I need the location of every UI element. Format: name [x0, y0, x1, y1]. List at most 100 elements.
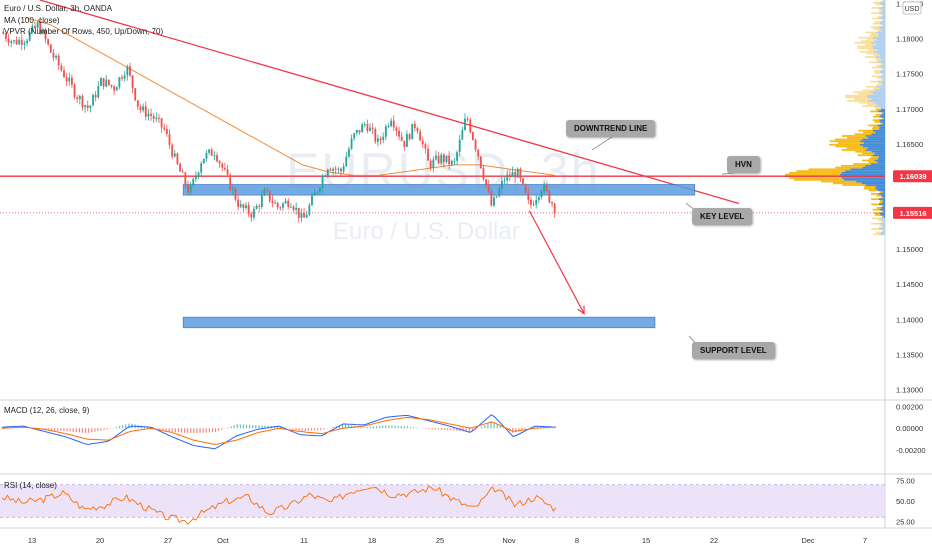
candle-body [374, 129, 377, 142]
candle-body [76, 97, 79, 100]
candle-body [519, 168, 522, 179]
vpvr-down-bar [879, 1, 885, 4]
candle-body [97, 85, 100, 98]
candle-body [181, 171, 184, 173]
vpvr-up-bar [877, 29, 882, 32]
vpvr-up-bar [837, 142, 864, 144]
candle-body [347, 148, 350, 157]
candle-body [345, 156, 348, 167]
candle-body [429, 160, 432, 168]
candle-body [57, 55, 60, 66]
candle-body [163, 127, 166, 130]
candle-body [260, 195, 263, 207]
time-axis-label: Oct [217, 536, 230, 545]
vpvr-down-bar [860, 140, 885, 143]
macd-tick-label: 0.00000 [896, 424, 923, 433]
vpvr-up-bar [873, 87, 880, 90]
candle-body [440, 154, 443, 164]
candle-body [332, 168, 335, 171]
vpvr-up-bar [877, 77, 882, 79]
vpvr-down-bar [877, 189, 885, 192]
vpvr-down-bar [879, 66, 885, 69]
vpvr-down-bar [881, 219, 885, 222]
vpvr-down-bar [840, 173, 885, 176]
vpvr-down-bar [879, 87, 885, 90]
candle-body [508, 174, 511, 178]
vpvr-down-bar [874, 89, 885, 92]
macd-signal-line [1, 416, 557, 445]
candle-body [20, 39, 23, 45]
candle-body [432, 159, 435, 168]
vpvr-down-bar [865, 135, 885, 137]
candle-body [527, 192, 530, 200]
macd-label[interactable]: MACD (12, 26, close, 9) [4, 406, 90, 415]
indicator-ma-label[interactable]: MA (100, close) [4, 16, 60, 25]
candle-body [41, 30, 44, 34]
vpvr-up-bar [864, 185, 876, 188]
symbol-header[interactable]: Euro / U.S. Dollar, 3h, OANDA [4, 4, 113, 13]
vpvr-up-bar [869, 35, 879, 37]
candle-body [387, 125, 390, 127]
vpvr-down-bar [845, 170, 885, 172]
vpvr-down-bar [865, 164, 885, 167]
vpvr-up-bar [859, 50, 874, 53]
vpvr-down-bar [871, 98, 885, 100]
time-axis-label: 11 [300, 536, 308, 545]
candle-body [366, 124, 369, 131]
candle-body [295, 207, 298, 211]
candle-body [474, 139, 477, 150]
vpvr-up-bar [872, 75, 880, 78]
vpvr-up-bar [847, 100, 868, 102]
vpvr-up-bar [858, 129, 873, 132]
candle-body [253, 208, 255, 218]
vpvr-up-bar [879, 201, 883, 204]
candle-body [123, 75, 126, 79]
candle-body [68, 77, 71, 82]
indicator-vpvr-label[interactable]: VPVR (Number Of Rows, 450, Up/Down, 70) [4, 27, 164, 36]
rsi-label[interactable]: RSI (14, close) [4, 481, 57, 490]
candle-body [400, 136, 403, 141]
vpvr-up-bar [857, 45, 873, 48]
vpvr-down-bar [878, 110, 885, 113]
candle-body [250, 213, 253, 218]
vpvr-up-bar [877, 219, 882, 222]
vpvr-up-bar [870, 33, 879, 36]
vpvr-up-bar [876, 207, 882, 209]
vpvr-down-bar [881, 194, 885, 197]
candle-body [284, 200, 287, 204]
time-axis-label: 27 [164, 536, 172, 545]
candle-body [102, 78, 105, 87]
vpvr-down-bar [874, 159, 885, 162]
candle-body [28, 32, 31, 41]
vpvr-down-bar [879, 22, 885, 25]
vpvr-up-bar [832, 182, 862, 185]
candle-body [469, 119, 472, 133]
vpvr-down-bar [875, 187, 885, 190]
candle-body [355, 129, 358, 134]
vpvr-down-bar [883, 221, 885, 223]
candle-body [403, 140, 406, 147]
candle-body [55, 55, 58, 58]
vpvr-down-bar [880, 71, 885, 74]
vpvr-up-bar [882, 5, 884, 8]
vpvr-up-bar [870, 12, 879, 15]
vpvr-up-bar [868, 124, 878, 127]
vpvr-up-bar [871, 203, 879, 206]
candle-body [221, 163, 224, 168]
candle-body [495, 196, 498, 198]
vpvr-down-bar [880, 21, 885, 23]
candle-body [334, 168, 337, 170]
vpvr-up-bar [870, 192, 879, 195]
vpvr-up-bar [871, 198, 879, 200]
vpvr-down-bar [883, 68, 885, 71]
candle-body [107, 79, 110, 85]
vpvr-up-bar [841, 149, 866, 151]
vpvr-down-bar [873, 101, 885, 104]
annotation-downtrend-line: DOWNTREND LINE [566, 120, 656, 137]
candle-body [276, 202, 279, 208]
candle-body [471, 132, 474, 140]
vpvr-down-bar [880, 121, 885, 123]
candle-body [115, 87, 118, 91]
candle-body [2, 31, 5, 34]
vpvr-up-bar [854, 98, 872, 100]
